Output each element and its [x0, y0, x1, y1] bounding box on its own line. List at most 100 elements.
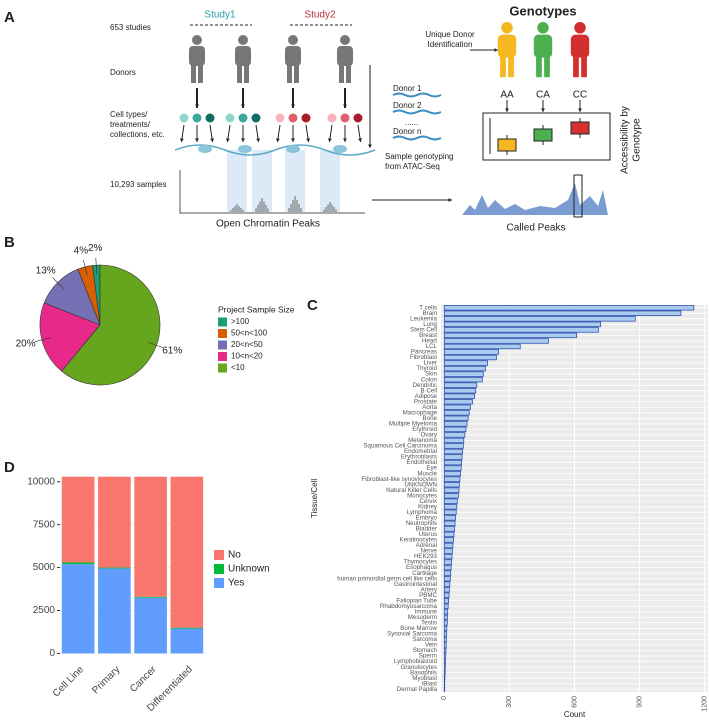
y-tick-label: Rhabdomyosarcoma: [380, 603, 438, 610]
y-tick-label: 7500: [33, 519, 56, 530]
person-head: [340, 35, 350, 45]
y-tick-label: 5000: [33, 562, 56, 573]
person-leg: [339, 63, 344, 83]
axis: [179, 170, 365, 214]
x-tick-label: 600: [571, 696, 578, 708]
arrow-head: [343, 138, 347, 142]
y-tick-label: Stem Cell: [410, 327, 437, 334]
y-tick-label: Testis: [421, 620, 437, 627]
label: Genotype: [632, 118, 643, 162]
y-tick-label: Erythroid: [412, 426, 437, 433]
bar: [443, 675, 446, 681]
leader-line: [52, 277, 65, 290]
y-tick-label: Keratinocytes: [400, 537, 438, 544]
label: Genotypes: [509, 3, 576, 18]
y-tick-label: 0: [49, 648, 55, 659]
bar: [443, 642, 447, 648]
label: CC: [573, 90, 587, 101]
bar: [443, 482, 460, 488]
y-tick-label: Cartilage: [412, 570, 437, 577]
bar-segment: [134, 597, 167, 654]
bar: [443, 493, 459, 499]
y-tick-label: Squamous Cell Carcinoma: [363, 443, 437, 450]
label: Donor 1: [393, 84, 422, 93]
y-tick-label: Esophagus: [406, 564, 437, 571]
leader-line: [34, 337, 51, 343]
legend-label: <10: [231, 363, 245, 372]
legend-swatch: [214, 578, 224, 588]
box: [533, 128, 553, 142]
bar: [443, 388, 477, 394]
arrow-head: [195, 104, 199, 108]
nucleosome: [286, 145, 300, 153]
panel-label: C: [307, 297, 318, 314]
y-tick-label: Endothelial: [406, 459, 437, 466]
y-tick-label: Embryo: [416, 514, 438, 521]
y-tick-label: Fibroblast: [410, 354, 437, 361]
y-tick-label: Cervix: [419, 498, 437, 505]
peak-shade: [227, 150, 247, 212]
bar: [443, 371, 484, 377]
y-tick-label: Sperm: [419, 653, 437, 660]
bar: [443, 542, 454, 549]
bar: [443, 476, 461, 482]
y-tick-label: Monocytes: [407, 492, 437, 499]
y-tick-label: Macrophage: [403, 409, 438, 416]
bar-segment: [61, 562, 95, 565]
person-body: [285, 46, 301, 66]
value-label: 2%: [88, 243, 103, 254]
cell: [287, 112, 299, 124]
bar: [443, 343, 521, 350]
bar: [443, 653, 447, 659]
label: treatments/: [110, 120, 151, 129]
nucleosome: [333, 145, 347, 153]
panel-label: D: [4, 459, 15, 476]
y-tick-label: Lung: [423, 321, 437, 328]
y-tick-label: Neutrophils: [406, 520, 437, 527]
arrow-head: [241, 104, 245, 108]
y-tick-label: HEK293: [414, 553, 438, 560]
y-tick-label: Bone: [423, 415, 438, 422]
y-tick-label: Bone Marrow: [400, 625, 437, 632]
bar: [443, 498, 458, 504]
label: Donor 2: [393, 101, 422, 110]
bar: [443, 454, 463, 460]
bar: [443, 592, 450, 598]
bar: [443, 399, 473, 405]
y-tick-label: 10000: [27, 476, 55, 487]
peak-shade: [252, 150, 272, 212]
y-tick-label: Colon: [421, 376, 438, 383]
y-tick-label: Uterus: [419, 531, 437, 538]
bar: [443, 310, 682, 316]
person-leg: [346, 63, 351, 83]
label: Donors: [110, 68, 136, 77]
y-tick-label: Nerve: [420, 548, 437, 555]
bar: [443, 504, 458, 510]
y-tick-label: Immune: [415, 608, 438, 615]
person-body: [189, 46, 205, 66]
y-tick-label: Ovary: [420, 432, 437, 439]
bar: [443, 631, 447, 637]
bar-segment: [98, 476, 131, 568]
bar: [443, 669, 446, 676]
bar: [443, 459, 462, 466]
value-label: 13%: [36, 265, 56, 276]
bar: [443, 548, 453, 554]
x-tick-label: 0: [441, 696, 448, 700]
cell: [178, 112, 190, 124]
bar: [443, 625, 448, 632]
highlight: [573, 174, 583, 218]
bar: [443, 332, 578, 339]
label: ......: [405, 118, 418, 127]
legend-swatch: [214, 550, 224, 560]
cell: [352, 112, 364, 124]
bar-segment: [98, 568, 131, 654]
y-tick-label: Myoblast: [412, 675, 437, 682]
person-body: [497, 34, 517, 58]
arrow-head: [210, 138, 214, 142]
person-leg: [536, 54, 542, 78]
bar: [443, 465, 462, 471]
y-tick-label: Breast: [419, 332, 437, 339]
legend-swatch: [218, 363, 227, 373]
